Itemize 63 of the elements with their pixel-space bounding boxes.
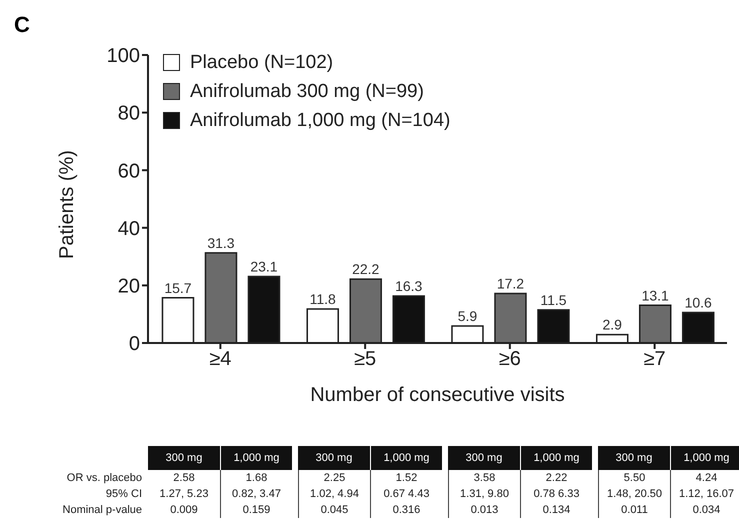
text: 0.316	[370, 502, 448, 518]
text: 1.68	[220, 470, 298, 486]
y-axis-title: Patients (%)	[56, 150, 78, 259]
text: 1.31, 9.80	[448, 486, 520, 502]
text: 300 mg	[298, 446, 370, 470]
data-label: 22.2	[352, 261, 380, 278]
text: 0.159	[220, 502, 298, 518]
text: 5.50	[598, 470, 670, 486]
data-label: 11.8	[310, 291, 336, 308]
text: 1.12, 16.07	[670, 486, 739, 502]
data-label: 10.6	[684, 294, 712, 310]
data-label: 11.5	[540, 292, 567, 308]
y-tick-label: 80	[118, 102, 140, 125]
legend-label: Anifrolumab 300 mg (N=99)	[190, 80, 424, 104]
data-label: 31.3	[207, 234, 235, 251]
text: OR vs. placebo	[66, 471, 143, 486]
x-tick-label: ≥5	[354, 348, 376, 370]
legend-label: Placebo (N=102)	[190, 51, 334, 75]
y-tick-label: 20	[118, 276, 140, 298]
text: 1,000 mg	[220, 446, 292, 470]
data-label: 23.1	[250, 258, 278, 274]
text: 1.02, 4.94	[298, 486, 370, 502]
text: 0.013	[448, 502, 520, 518]
data-label: 2.9	[602, 316, 622, 333]
text: 0.67 4.43	[370, 486, 448, 502]
text: 3.58	[448, 470, 520, 486]
text: 1,000 mg	[370, 446, 442, 470]
text: Nominal p-value	[62, 503, 143, 518]
text: 300 mg	[448, 446, 520, 470]
text: 2.58	[172, 471, 196, 486]
x-tick-label: ≥7	[644, 348, 666, 370]
text: 4.24	[670, 470, 739, 486]
data-label: 15.7	[164, 280, 192, 296]
y-tick-label: 40	[118, 218, 140, 240]
text: 1,000 mg	[670, 446, 739, 470]
y-tick-label: 100	[106, 45, 140, 68]
text: 300 mg	[598, 446, 670, 470]
data-label: 16.3	[395, 278, 423, 294]
x-axis-title: Number of consecutive visits	[310, 384, 565, 406]
text: 0.134	[520, 502, 598, 518]
text: 0.82, 3.47	[220, 486, 298, 502]
text: 1.48, 20.50	[598, 486, 670, 502]
legend-label: Anifrolumab 1,000 mg (N=104)	[190, 109, 450, 133]
text: 0.78 6.33	[520, 486, 598, 502]
y-tick-label: 60	[118, 160, 140, 182]
text: 2.25	[298, 470, 370, 486]
text: 0.034	[670, 502, 739, 518]
text: 95% CI	[104, 487, 143, 502]
data-label: 13.1	[642, 287, 670, 304]
data-label: 17.2	[496, 275, 524, 292]
y-tick-label: 0	[128, 333, 140, 356]
text: 0.045	[298, 502, 370, 518]
text: 1.52	[370, 470, 448, 486]
x-tick-label: ≥4	[209, 348, 232, 370]
chart-title: C	[14, 12, 30, 38]
text: 300 mg	[148, 446, 220, 470]
data-label: 5.9	[458, 308, 478, 324]
text: 1,000 mg	[520, 446, 592, 470]
text: 2.22	[520, 470, 598, 486]
text: 0.011	[598, 502, 670, 518]
x-tick-label: ≥6	[498, 348, 521, 370]
text: 1.27, 5.23	[158, 487, 210, 502]
text: 0.009	[169, 503, 199, 518]
